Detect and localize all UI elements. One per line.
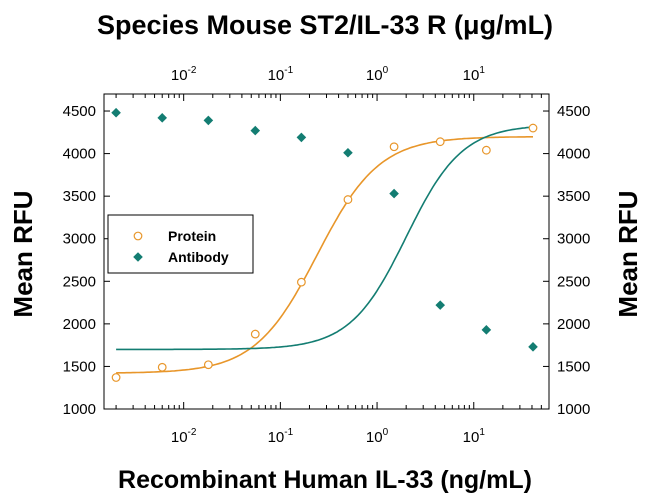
antibody-fit-curve bbox=[116, 126, 534, 351]
y-tick-label-left: 1000 bbox=[63, 401, 96, 418]
y-tick-label-left: 3000 bbox=[63, 231, 96, 248]
protein-data-point bbox=[157, 362, 167, 372]
y-tick-label-left: 1500 bbox=[63, 358, 96, 375]
protein-data-point bbox=[389, 142, 399, 152]
x-tick-label-top: 100 bbox=[366, 65, 389, 84]
antibody-data-point bbox=[481, 325, 492, 335]
x-tick-label-top: 101 bbox=[463, 65, 486, 84]
protein-data-point bbox=[203, 360, 213, 370]
x-tick-label-bottom: 10-1 bbox=[268, 427, 294, 446]
protein-fit-curve bbox=[116, 136, 533, 374]
y-tick-label-left: 2000 bbox=[63, 316, 96, 333]
y-tick-label-left: 4000 bbox=[63, 146, 96, 163]
y-tick-label-left: 2500 bbox=[63, 273, 96, 290]
legend-antibody-marker bbox=[133, 252, 143, 262]
protein-data-point bbox=[481, 145, 491, 155]
legend-label-protein: Protein bbox=[168, 228, 216, 244]
y-tick-label-right: 2000 bbox=[557, 316, 590, 333]
y-tick-label-right: 3500 bbox=[557, 188, 590, 205]
antibody-data-point bbox=[203, 115, 214, 126]
y-tick-label-right: 2500 bbox=[557, 273, 590, 290]
legend-protein-marker bbox=[133, 231, 143, 241]
x-axis-label: Recombinant Human IL-33 (ng/mL) bbox=[118, 466, 532, 494]
x-tick-label-bottom: 10-2 bbox=[171, 427, 197, 446]
y-tick-label-right: 4500 bbox=[557, 103, 590, 120]
chart-title: Species Mouse ST2/IL-33 R (μg/mL) bbox=[97, 10, 553, 40]
x-tick-label-top: 10-2 bbox=[171, 65, 197, 84]
protein-data-point bbox=[343, 195, 353, 204]
y-tick-label-right: 3000 bbox=[557, 231, 590, 248]
y-tick-label-left: 4500 bbox=[63, 103, 96, 120]
protein-data-point bbox=[250, 329, 260, 339]
protein-data-point bbox=[435, 137, 445, 147]
protein-data-point bbox=[296, 277, 306, 287]
antibody-data-point bbox=[528, 342, 538, 352]
x-tick-label-bottom: 100 bbox=[366, 427, 389, 446]
legend-box bbox=[107, 214, 254, 274]
antibody-data-point bbox=[296, 132, 307, 143]
y-tick-label-right: 1000 bbox=[557, 401, 590, 418]
protein-data-point bbox=[111, 373, 121, 382]
antibody-data-point bbox=[343, 147, 353, 158]
legend-label-antibody: Antibody bbox=[168, 249, 229, 265]
antibody-data-point bbox=[435, 300, 446, 310]
y-axis-label-left: Mean RFU bbox=[8, 190, 38, 317]
y-tick-label-right: 4000 bbox=[557, 146, 590, 163]
antibody-data-point bbox=[250, 125, 261, 136]
x-tick-label-bottom: 101 bbox=[463, 427, 486, 446]
antibody-data-point bbox=[157, 113, 168, 123]
y-tick-label-right: 1500 bbox=[557, 358, 590, 375]
y-tick-label-left: 3500 bbox=[63, 188, 96, 205]
y-axis-label-right: Mean RFU bbox=[613, 190, 643, 317]
protein-data-point bbox=[528, 123, 538, 133]
x-tick-label-top: 10-1 bbox=[268, 65, 294, 84]
antibody-data-point bbox=[111, 107, 121, 118]
antibody-data-point bbox=[389, 188, 399, 199]
